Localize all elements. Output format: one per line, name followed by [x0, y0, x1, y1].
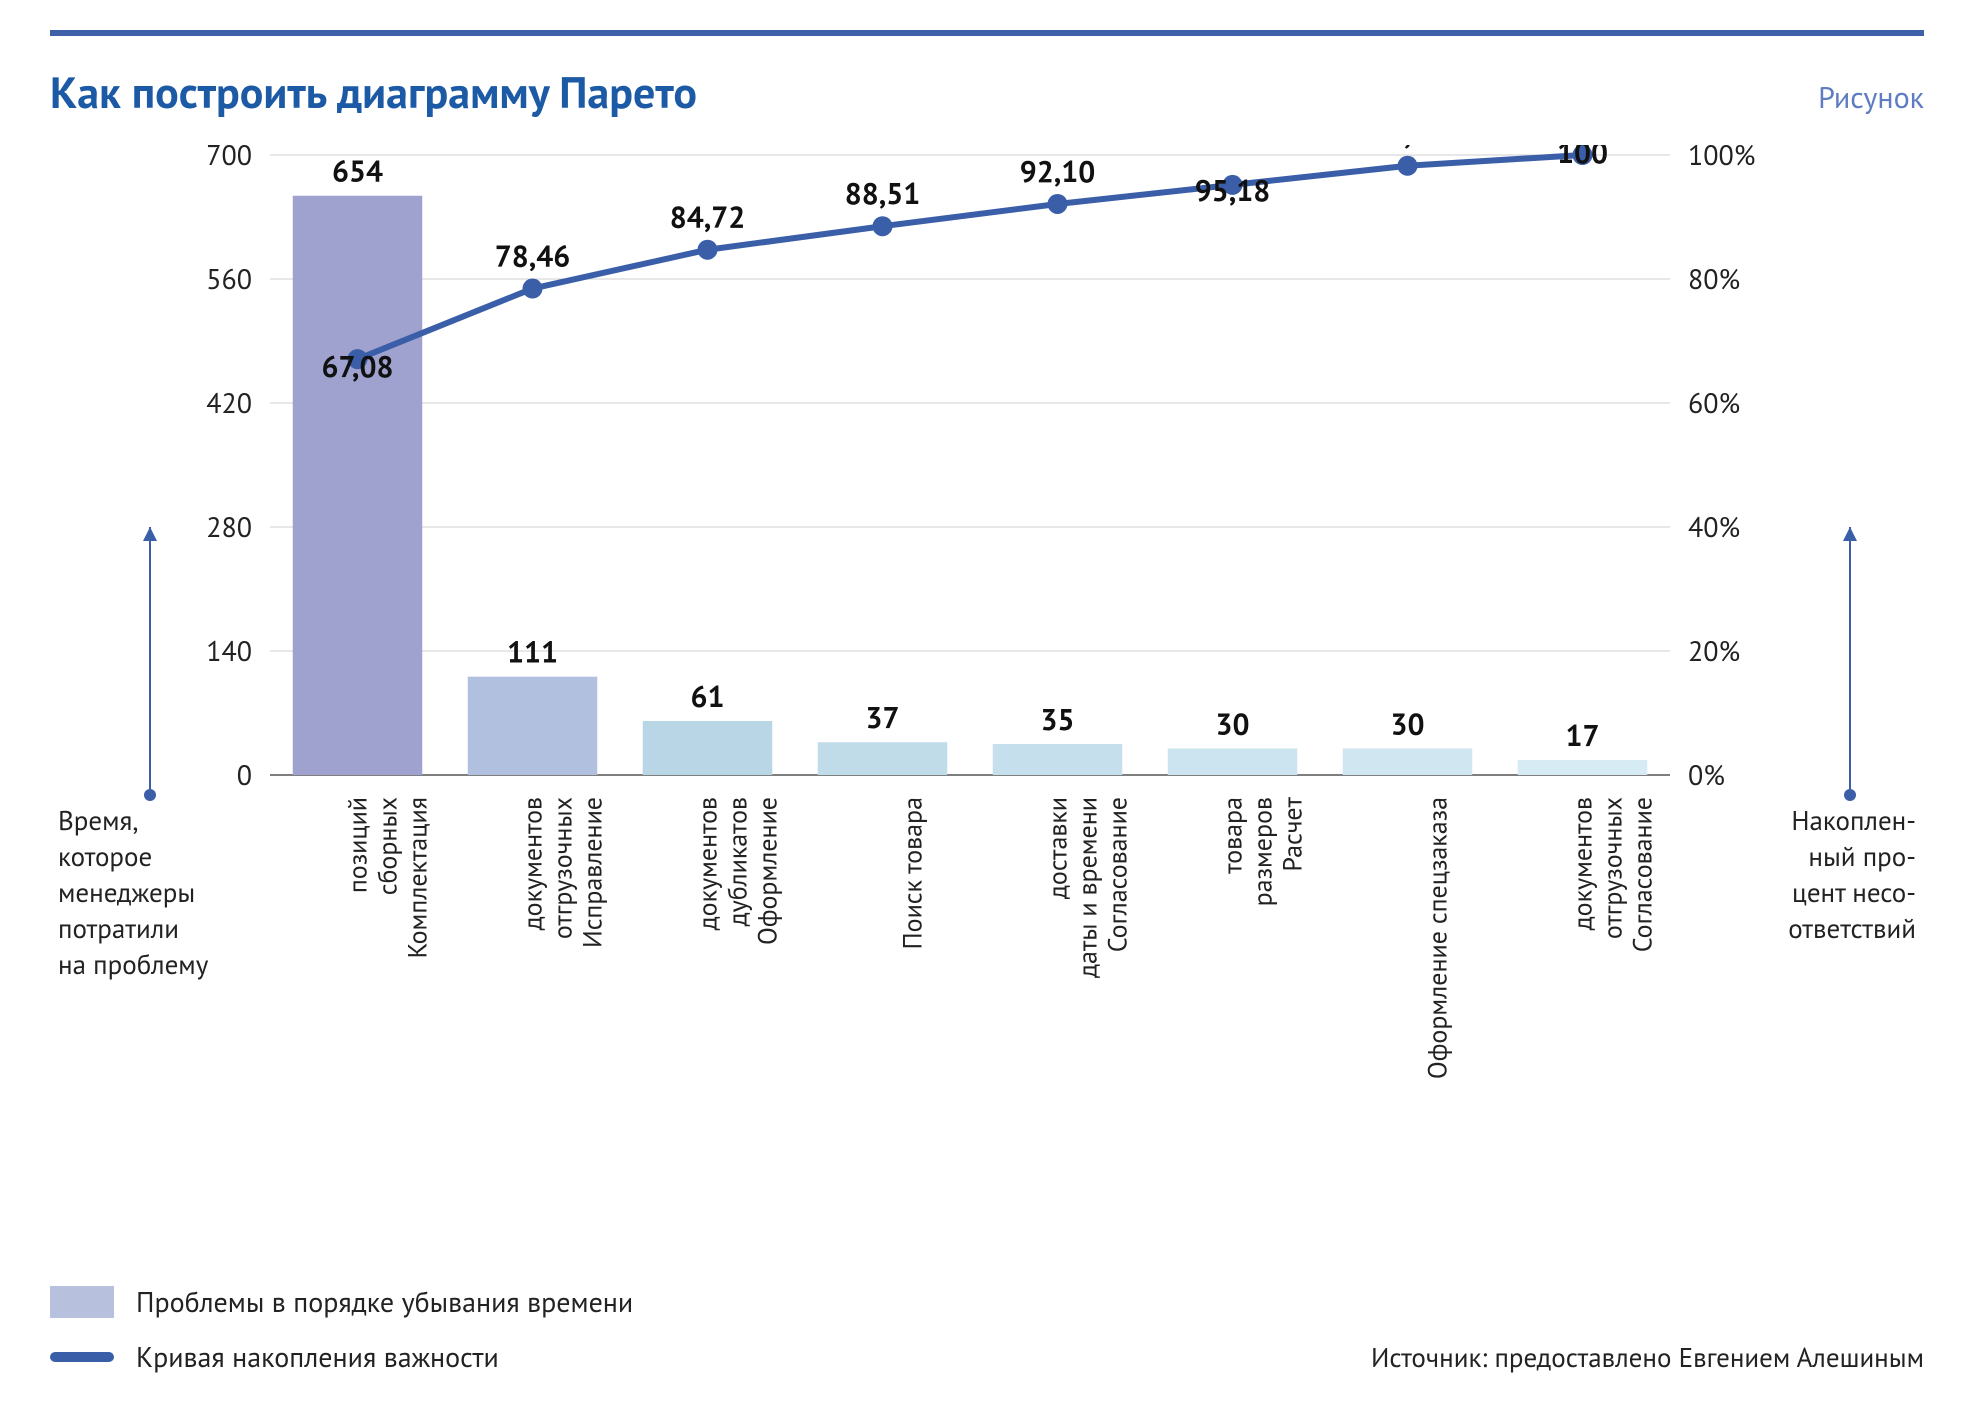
arrowhead-icon	[143, 527, 157, 541]
bar	[468, 677, 598, 775]
category-label: позицийсборныхКомплектация	[341, 797, 434, 959]
cumulative-value-label: 95,18	[1195, 171, 1271, 210]
header-row: Как построить диаграмму Парето Рисунок	[50, 64, 1924, 121]
legend-label-line: Кривая накопления важности	[136, 1338, 499, 1375]
bar	[1168, 748, 1298, 775]
cumulative-value-label: 78,46	[495, 237, 571, 276]
annotation-left-line: которое	[58, 840, 152, 874]
annotation-right-line: цент несо-	[1792, 876, 1916, 910]
bar-value-label: 61	[690, 677, 724, 716]
y-left-tick: 420	[206, 384, 252, 421]
y-right-tick: 60%	[1688, 384, 1740, 421]
bar	[818, 742, 948, 775]
pareto-chart-svg: 0 140 280 420 560 700 0% 20% 40% 60% 80% 100% 654 111…	[50, 145, 1924, 1205]
annotation-dot	[1844, 789, 1856, 801]
pareto-chart: 0 140 280 420 560 700 0% 20% 40% 60% 80% 100% 654 111…	[50, 145, 1924, 1205]
legend-item-bars: Проблемы в порядке убывания времени	[50, 1283, 633, 1320]
bar	[293, 196, 423, 775]
annotation-right-line: Накоплен-	[1791, 804, 1916, 838]
bar	[1343, 748, 1473, 775]
annotation-dot	[144, 789, 156, 801]
annotation-left-line: на проблему	[58, 948, 209, 982]
source-credit: Источник: предоставлено Евгением Алешины…	[1371, 1341, 1924, 1375]
top-rule	[50, 30, 1924, 36]
y-right-tick: 40%	[1688, 508, 1740, 545]
annotation-left-line: потратили	[58, 912, 179, 946]
category-label: документовотгрузочныхСогласование	[1566, 797, 1659, 952]
figure-label: Рисунок	[1818, 78, 1924, 117]
bar	[643, 721, 773, 775]
cumulative-value-label: 92,10	[1020, 152, 1096, 191]
cumulative-marker	[1398, 156, 1418, 176]
annotation-left-line: Время,	[58, 804, 138, 838]
bar-value-label: 30	[1215, 704, 1249, 743]
cumulative-value-label: 67,08	[321, 347, 393, 386]
y-right-tick: 20%	[1688, 632, 1740, 669]
footer-row: Проблемы в порядке убывания времени Крив…	[50, 1283, 1924, 1375]
legend-swatch-line	[50, 1352, 114, 1362]
y-left-tick: 560	[206, 260, 252, 297]
cumulative-marker	[698, 240, 718, 260]
category-label: товараразмеровРасчет	[1216, 796, 1309, 906]
category-label: Оформление спецзаказа	[1421, 797, 1454, 1079]
bar	[993, 744, 1123, 775]
bar	[1518, 760, 1648, 775]
arrowhead-icon	[1843, 527, 1857, 541]
page: Как построить диаграмму Парето Рисунок 0…	[0, 0, 1974, 1415]
cumulative-value-label: 100	[1557, 145, 1608, 172]
y-left-tick: 280	[206, 508, 252, 545]
y-right-tick: 80%	[1688, 260, 1740, 297]
cumulative-value-label: 88,51	[845, 174, 921, 213]
y-right-tick: 100%	[1688, 145, 1755, 173]
cumulative-value-label: 98,26	[1370, 145, 1446, 153]
legend-label-bars: Проблемы в порядке убывания времени	[136, 1283, 633, 1320]
bar-value-label: 35	[1040, 700, 1074, 739]
annotation-right-line: ный про-	[1808, 840, 1916, 874]
bar-value-label: 30	[1390, 704, 1424, 743]
cumulative-value-label: 84,72	[670, 198, 746, 237]
legend-swatch-bar	[50, 1286, 114, 1318]
category-label: документовотгрузочныхИсправление	[516, 797, 609, 948]
page-title: Как построить диаграмму Парето	[50, 64, 697, 121]
legend: Проблемы в порядке убывания времени Крив…	[50, 1283, 633, 1375]
cumulative-marker	[1048, 194, 1068, 214]
y-left-tick: 700	[206, 145, 252, 173]
bar-value-label: 111	[507, 633, 558, 672]
cumulative-marker	[523, 279, 543, 299]
legend-item-line: Кривая накопления важности	[50, 1338, 633, 1375]
y-left-tick: 140	[206, 632, 252, 669]
annotation-right-line: ответствий	[1788, 912, 1916, 946]
y-left-tick: 0	[237, 756, 252, 793]
annotation-left-line: менеджеры	[58, 876, 195, 910]
category-label: доставкидаты и времениСогласование	[1041, 797, 1134, 978]
cumulative-marker	[873, 216, 893, 236]
bar-value-label: 654	[332, 152, 383, 191]
category-label: Поиск товара	[896, 797, 929, 949]
bar-value-label: 17	[1565, 716, 1599, 755]
category-label: документовдубликатовОформление	[691, 797, 784, 945]
bar-value-label: 37	[865, 698, 899, 737]
y-right-tick: 0%	[1688, 756, 1725, 793]
